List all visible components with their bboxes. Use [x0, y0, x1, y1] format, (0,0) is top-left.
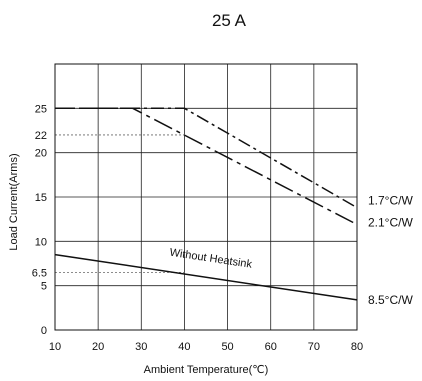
x-axis-label: Ambient Temperature(℃) — [144, 364, 269, 376]
series-line-2 — [54, 253, 358, 301]
series-label-2: 8.5°C/W — [368, 293, 413, 307]
grid — [54, 63, 358, 330]
x-tick-label-2: 30 — [135, 341, 147, 353]
x-tick-label-1: 20 — [92, 341, 104, 353]
y-tick-label-5: 20 — [35, 148, 47, 160]
y-tick-label-7: 25 — [35, 103, 47, 115]
annotation-0: Without Heatsink — [169, 247, 253, 271]
series-label-1: 2.1°C/W — [368, 215, 413, 229]
y-tick-label-6: 22 — [35, 130, 47, 142]
y-tick-label-1: 5 — [41, 281, 47, 293]
tick-labels: 10 20 30 40 50 60 70 80 0 5 6.5 10 15 20 22 25 — [32, 103, 363, 353]
series-label-0: 1.7°C/W — [368, 194, 413, 208]
plot-frame — [54, 63, 358, 331]
x-tick-label-3: 40 — [178, 341, 190, 353]
y-tick-label-0: 0 — [41, 325, 47, 337]
series-lines — [54, 107, 358, 301]
x-tick-label-4: 50 — [221, 341, 233, 353]
x-tick-label-0: 10 — [49, 341, 61, 353]
y-tick-label-3: 10 — [35, 236, 47, 248]
reference-lines — [55, 134, 185, 273]
y-tick-label-2: 6.5 — [32, 267, 47, 279]
y-tick-label-4: 15 — [35, 192, 47, 204]
series-line-0 — [55, 107, 358, 209]
y-axis-label: Load Current(Arms) — [8, 153, 20, 250]
annotations: Without Heatsink — [169, 247, 253, 271]
x-tick-label-6: 70 — [308, 341, 320, 353]
series-labels: 1.7°C/W 2.1°C/W 8.5°C/W — [368, 194, 413, 307]
x-tick-label-5: 60 — [265, 341, 277, 353]
series-line-1 — [55, 107, 358, 226]
chart-title: 25 A — [212, 11, 247, 30]
x-tick-label-7: 80 — [351, 341, 363, 353]
